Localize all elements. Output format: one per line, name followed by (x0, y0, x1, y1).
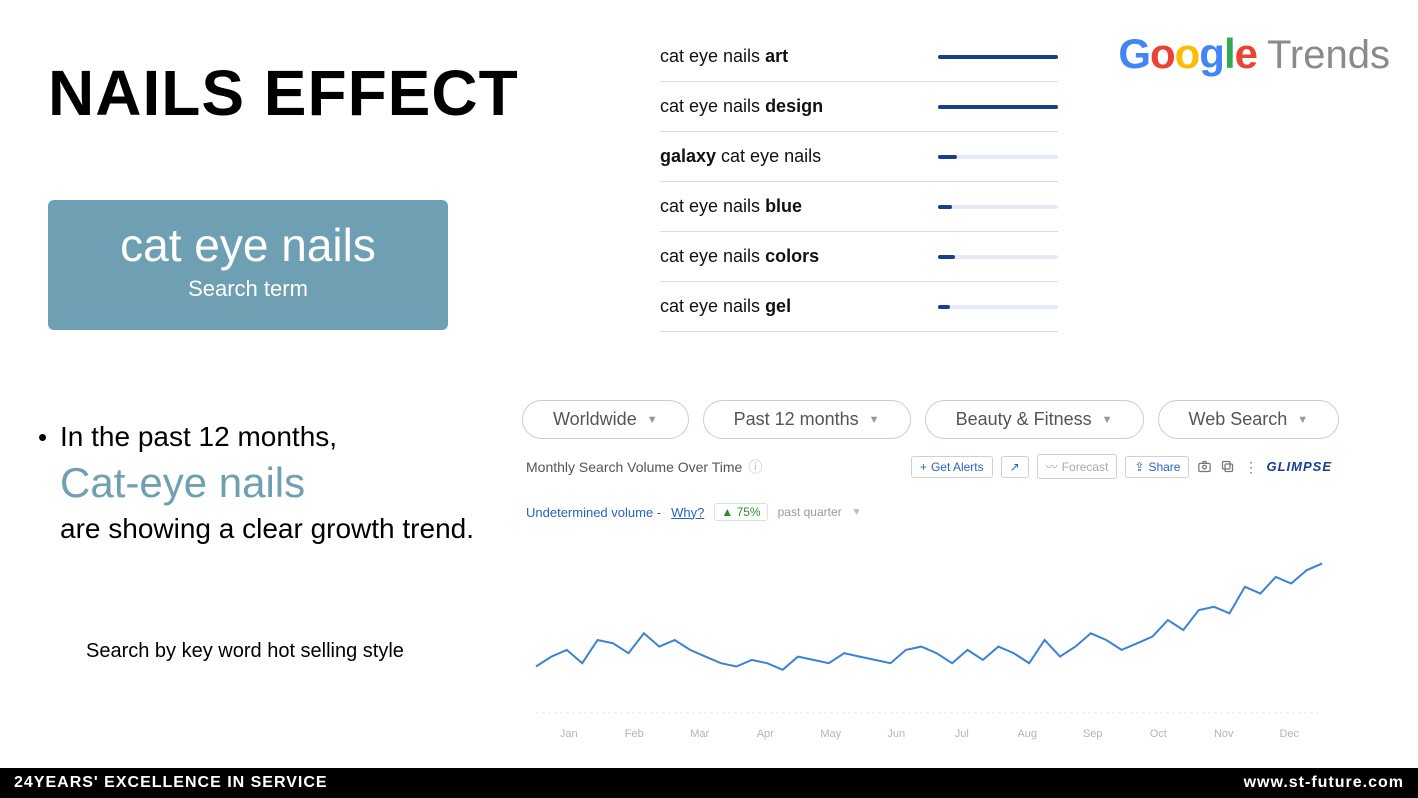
search-volume-chart: Jan Feb Mar Apr May Jun Jul Aug Sep Oct Nov Dec (526, 539, 1332, 749)
insight-bullet: In the past 12 months, Cat-eye nails are… (60, 416, 490, 550)
plus-icon: + (920, 460, 927, 474)
external-icon: ↗ (1010, 460, 1020, 474)
trends-word: Trends (1267, 33, 1390, 78)
panel-title: Monthly Search Volume Over Time (526, 459, 742, 475)
forecast-label: Forecast (1062, 460, 1109, 474)
svg-text:Jun: Jun (887, 728, 905, 740)
related-query-bar (938, 55, 1058, 59)
footer-right: www.st-future.com (1244, 774, 1404, 792)
bullet-lead: In the past 12 months, (60, 421, 337, 452)
svg-text:Sep: Sep (1083, 728, 1103, 740)
filter-label: Past 12 months (734, 409, 859, 430)
bullet-tail: are showing a clear growth trend. (60, 513, 474, 544)
chevron-down-icon: ▼ (1102, 414, 1113, 426)
related-query-bar (938, 205, 1058, 209)
related-query-row[interactable]: cat eye nails blue (660, 182, 1058, 232)
filter-label: Web Search (1189, 409, 1288, 430)
related-query-row[interactable]: cat eye nails design (660, 82, 1058, 132)
filter-label: Beauty & Fitness (956, 409, 1092, 430)
page-title: NAILS EFFECT (48, 56, 519, 130)
svg-text:Aug: Aug (1017, 728, 1037, 740)
get-alerts-label: Get Alerts (931, 460, 984, 474)
camera-icon[interactable] (1197, 459, 1212, 474)
related-queries-list: cat eye nails art cat eye nails design gal… (660, 46, 1058, 332)
filter-pill[interactable]: Beauty & Fitness ▼ (925, 400, 1144, 439)
related-query-row[interactable]: cat eye nails gel (660, 282, 1058, 332)
glimpse-logo: GLIMPSE (1266, 459, 1332, 474)
more-icon[interactable]: ⋮ (1243, 459, 1258, 474)
svg-text:Jan: Jan (560, 728, 578, 740)
svg-text:Nov: Nov (1214, 728, 1234, 740)
related-query-label: cat eye nails blue (660, 196, 802, 217)
panel-header: Monthly Search Volume Over Time ⓘ + Get … (526, 454, 1332, 479)
related-query-label: cat eye nails design (660, 96, 823, 117)
search-term-sub: Search term (48, 276, 448, 302)
filter-pill[interactable]: Web Search ▼ (1158, 400, 1340, 439)
related-query-label: cat eye nails gel (660, 296, 791, 317)
related-query-label: cat eye nails colors (660, 246, 819, 267)
chart-panel: Monthly Search Volume Over Time ⓘ + Get … (526, 454, 1332, 754)
footer-bar: 24YEARS' EXCELLENCE IN SERVICE www.st-fu… (0, 768, 1418, 798)
chevron-down-icon: ▼ (647, 414, 658, 426)
svg-text:Oct: Oct (1150, 728, 1167, 740)
filter-pill[interactable]: Past 12 months ▼ (703, 400, 911, 439)
related-query-bar (938, 305, 1058, 309)
trend-filters: Worldwide▼Past 12 months▼Beauty & Fitnes… (522, 400, 1339, 439)
footer-left: 24YEARS' EXCELLENCE IN SERVICE (14, 774, 328, 792)
chevron-down-icon[interactable]: ▼ (852, 507, 862, 518)
undetermined-label: Undetermined volume - (526, 505, 661, 520)
related-query-bar (938, 105, 1058, 109)
slide: NAILS EFFECT cat eye nails Search term I… (0, 0, 1418, 798)
chart-subline: Undetermined volume - Why? ▲ 75% past qu… (526, 503, 1332, 521)
get-alerts-button[interactable]: + Get Alerts (911, 456, 993, 478)
past-quarter-label: past quarter (778, 505, 842, 519)
related-query-row[interactable]: galaxy cat eye nails (660, 132, 1058, 182)
svg-text:Apr: Apr (757, 728, 774, 740)
forecast-button[interactable]: 〰 Forecast (1037, 454, 1118, 479)
chevron-down-icon: ▼ (1297, 414, 1308, 426)
google-trends-logo: Google Trends (1118, 30, 1390, 78)
svg-text:Mar: Mar (690, 728, 709, 740)
related-query-bar (938, 155, 1058, 159)
related-query-label: cat eye nails art (660, 46, 788, 67)
filter-pill[interactable]: Worldwide ▼ (522, 400, 689, 439)
share-label: Share (1148, 460, 1180, 474)
caption: Search by key word hot selling style (86, 640, 404, 663)
help-icon[interactable]: ⓘ (748, 457, 762, 477)
svg-text:May: May (820, 728, 841, 740)
search-term: cat eye nails (48, 218, 448, 272)
bullet-highlight: Cat-eye nails (60, 460, 490, 506)
svg-text:Feb: Feb (625, 728, 644, 740)
related-query-label: galaxy cat eye nails (660, 146, 821, 167)
chevron-down-icon: ▼ (869, 414, 880, 426)
filter-label: Worldwide (553, 409, 637, 430)
share-button[interactable]: ⇪ Share (1125, 456, 1189, 478)
why-link[interactable]: Why? (671, 505, 704, 520)
copy-icon[interactable] (1220, 459, 1235, 474)
svg-text:Jul: Jul (955, 728, 969, 740)
related-query-row[interactable]: cat eye nails art (660, 46, 1058, 82)
forecast-icon: 〰 (1046, 458, 1058, 475)
svg-text:Dec: Dec (1279, 728, 1299, 740)
related-query-bar (938, 255, 1058, 259)
share-icon: ⇪ (1134, 460, 1144, 474)
search-term-badge: cat eye nails Search term (48, 200, 448, 330)
pct-badge: ▲ 75% (714, 503, 767, 521)
open-external-button[interactable]: ↗ (1001, 456, 1029, 478)
google-word: Google (1118, 30, 1257, 78)
related-query-row[interactable]: cat eye nails colors (660, 232, 1058, 282)
